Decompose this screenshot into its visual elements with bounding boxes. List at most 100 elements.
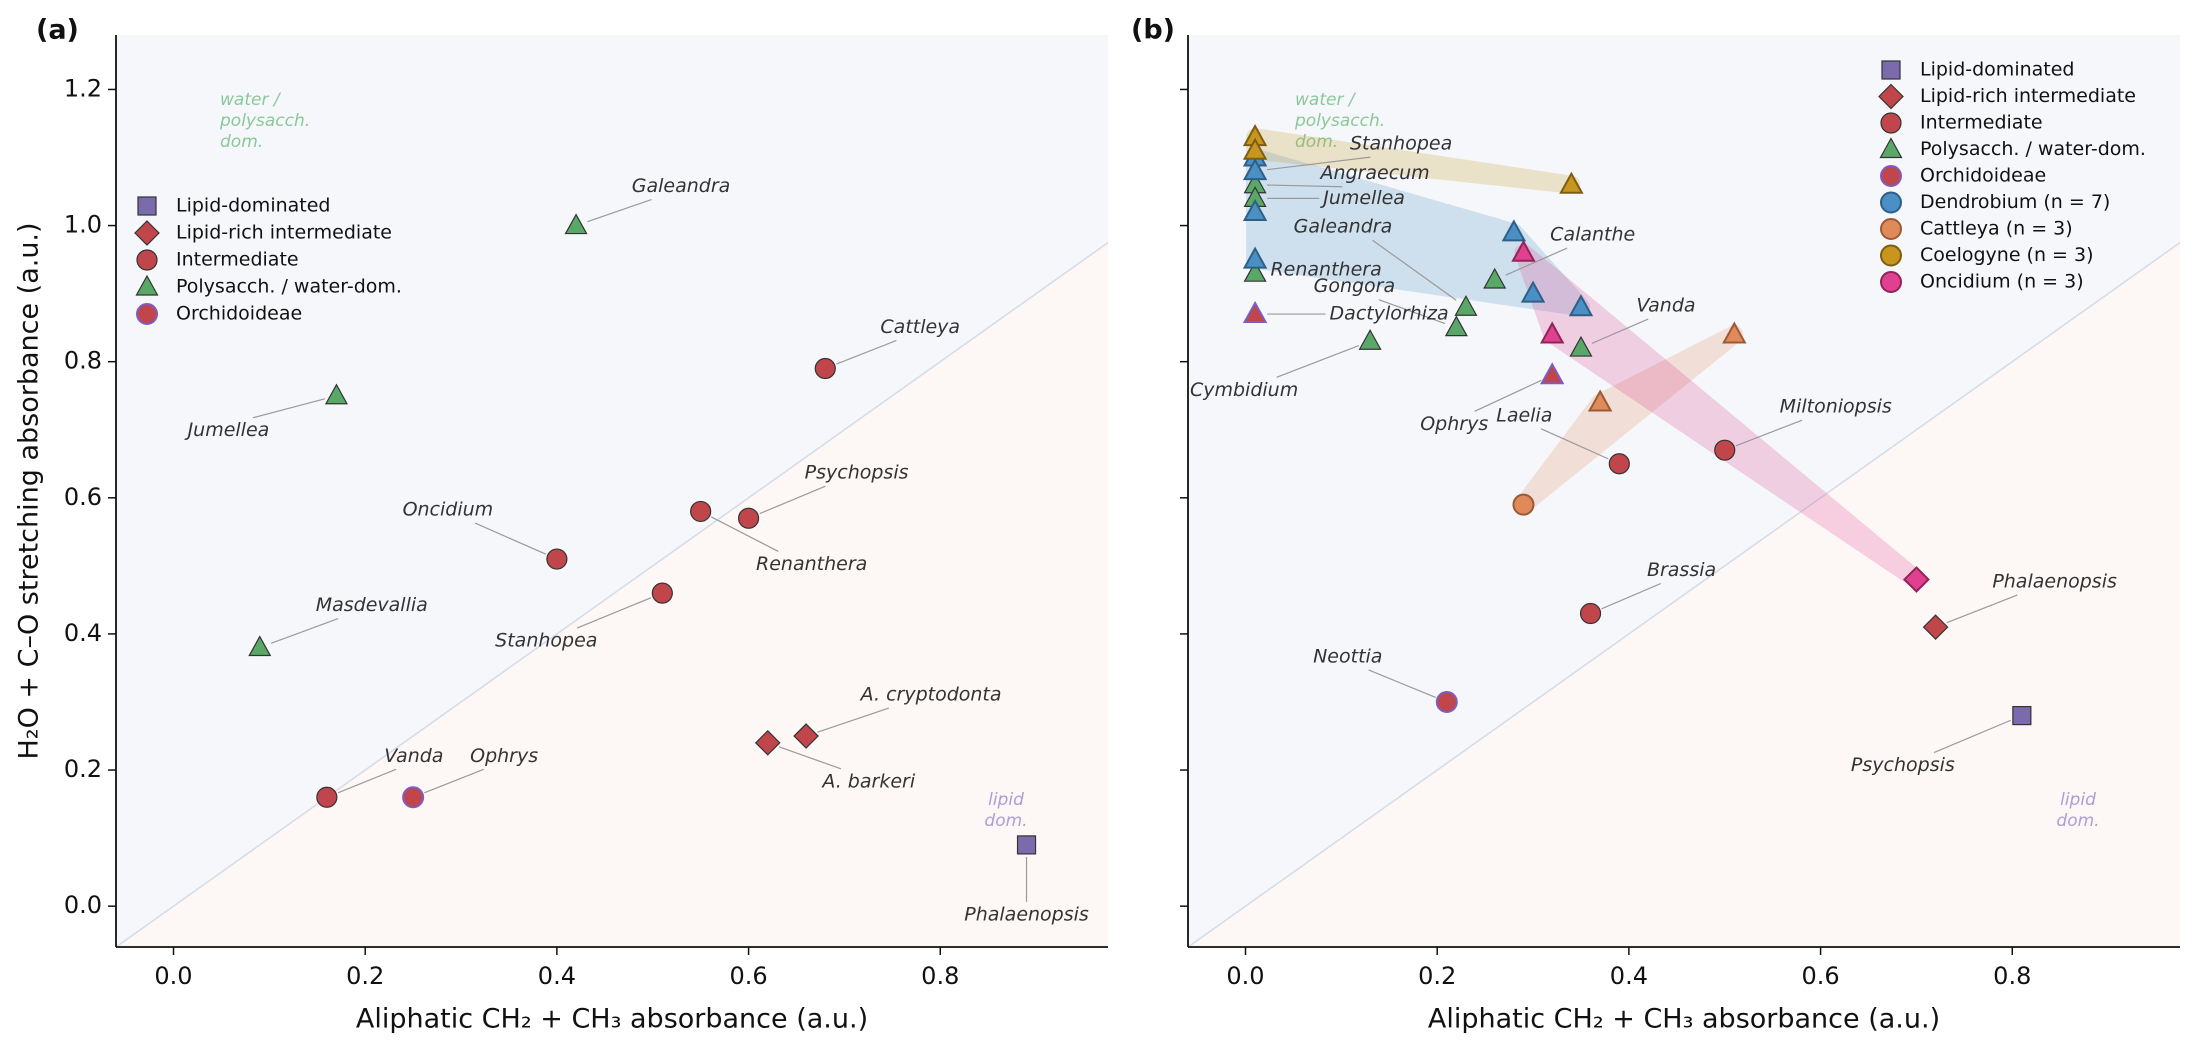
leader-line [1276,345,1360,378]
leader-line [1267,184,1343,188]
point-label: Psychopsis [1851,754,1955,776]
marker [316,786,338,808]
point-label: Brassia [1647,559,1716,581]
point-label: Ophrys [470,745,538,767]
legend-marker [136,249,158,271]
point-label: Ophrys [1420,413,1488,435]
point-label: Miltoniopsis [1780,396,1892,418]
leader-line [576,597,652,629]
marker [1714,439,1736,461]
point-label: Vanda [1636,295,1695,317]
leader-line [1946,594,2018,624]
upper-region [1188,35,2180,947]
region-note: polysacch. [1294,111,1385,131]
legend-label: Lipid-dominated [176,195,330,217]
point-label: Psychopsis [805,462,909,484]
point-label: Cymbidium [1190,379,1298,401]
point-label: Phalaenopsis [1992,571,2117,593]
legend-marker [134,220,160,246]
point-label: Angraecum [1318,162,1429,184]
region-note: dom. [1295,132,1338,152]
leader-line [1372,239,1457,301]
legend-label: Cattleya (n = 3) [1920,218,2073,240]
leader-line [270,617,339,644]
x-axis-label: Aliphatic CH₂ + CH₃ absorbance (a.u.) [1428,1004,1940,1035]
marker [1559,171,1584,194]
panel-label: (b) [1131,15,1175,46]
legend-label: Lipid-rich intermediate [176,222,392,244]
marker [1242,158,1268,181]
legend-marker [137,196,157,216]
marker [1501,219,1527,242]
x-tick-label: 0.2 [346,962,384,990]
leader-line [337,768,397,794]
y-axis-label: H₂O + C–O stretching absorbance (a.u.) [14,222,45,759]
marker [248,635,272,657]
point-label: Stanhopea [1350,133,1452,155]
marker [1444,315,1468,337]
legend-label: Oncidium (n = 3) [1920,271,2084,293]
point-label: Jumellea [1319,187,1405,209]
legend-marker [1880,218,1902,240]
point-label: Stanhopea [495,630,597,652]
marker [1435,690,1458,713]
panel-label: (a) [36,15,79,46]
marker [1242,300,1268,324]
point-label: Renanthera [756,553,867,575]
legend-label: Intermediate [176,249,299,271]
region-note: water / [1295,90,1357,110]
x-tick-label: 0.8 [1993,962,2031,990]
region-note: polysacch. [219,111,310,131]
region-note: dom. [984,811,1027,831]
legend-label: Polysacch. / water-dom. [176,276,402,298]
legend-label: Lipid-rich intermediate [1920,85,2136,107]
marker [1520,280,1546,303]
marker [1903,566,1930,593]
point-label: Neottia [1313,645,1382,667]
leader-line [836,339,897,365]
marker [1454,294,1478,316]
y-tick-label: 1.0 [64,211,102,239]
marker [1512,493,1535,516]
legend-marker [136,303,158,325]
point-label: Calanthe [1550,224,1635,246]
marker [1016,835,1037,855]
y-tick-label: 0.2 [64,755,102,783]
marker [651,582,673,604]
y-tick-label: 0.8 [64,347,102,375]
marker [324,383,348,405]
leader-line [1540,428,1609,460]
leader-line [1505,247,1568,276]
marker [1540,321,1565,344]
parity-line [115,241,1109,948]
legend-marker [1879,137,1903,159]
legend-marker [1880,165,1902,187]
leader-line [778,746,842,770]
point-label: Oncidium [403,499,494,521]
x-tick-label: 0.0 [154,962,192,990]
leader-line [1378,299,1446,325]
leader-line [424,768,484,794]
marker [737,507,760,529]
marker [1922,614,1949,640]
y-tick-label: 0.4 [64,619,102,647]
x-tick-label: 0.4 [1610,962,1648,990]
legend-marker [135,274,159,296]
point-label: Masdevallia [316,594,428,616]
point-label: A. cryptodonta [859,684,1002,706]
marker [402,786,425,809]
x-tick-label: 0.6 [1801,962,1839,990]
parity-line [1187,241,2181,948]
point-label: A. barkeri [820,770,915,792]
marker [2012,705,2032,726]
legend-label: Coelogyne (n = 3) [1920,244,2094,266]
point-label: Vanda [384,745,443,767]
marker [1358,329,1382,350]
marker [1587,389,1613,412]
marker [793,723,819,749]
marker [546,548,568,570]
leader-line [759,485,826,515]
region-note: dom. [220,132,263,152]
region-note: dom. [2056,811,2099,831]
